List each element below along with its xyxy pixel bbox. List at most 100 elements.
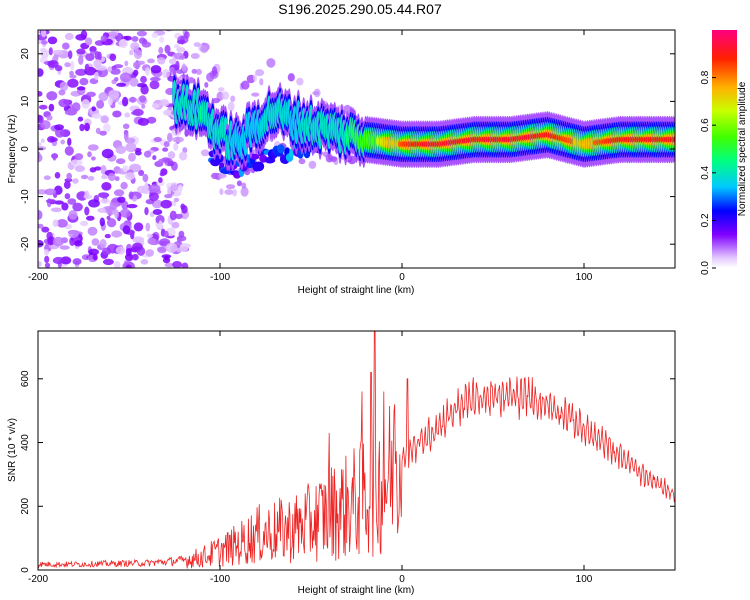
noise-blob [153, 137, 162, 142]
noise-blob [112, 199, 119, 204]
noise-blob [74, 240, 83, 247]
noise-blob [122, 123, 130, 130]
noise-blob [158, 46, 164, 55]
noise-blob [126, 204, 138, 209]
noise-blob [164, 262, 174, 268]
scatter-blob [236, 180, 242, 187]
noise-blob [95, 127, 101, 135]
noise-blob [99, 130, 107, 136]
scatter-blob [164, 158, 174, 167]
scatter-blob [241, 182, 247, 189]
noise-blob [133, 222, 144, 232]
noise-blob [71, 102, 81, 112]
spectrogram-heatmap [38, 30, 675, 268]
noise-blob [125, 142, 137, 153]
noise-blob [147, 58, 155, 64]
x-tick-label: -100 [210, 272, 230, 283]
noise-blob [170, 184, 179, 192]
noise-blob [181, 262, 189, 268]
scatter-blob [200, 149, 210, 157]
noise-blob [120, 181, 128, 190]
noise-blob [104, 233, 111, 239]
noise-blob [117, 196, 126, 203]
noise-blob [124, 112, 131, 118]
noise-blob [141, 104, 146, 109]
scatter-blob [227, 101, 235, 112]
noise-blob [144, 207, 149, 216]
noise-blob [175, 213, 183, 220]
noise-blob [162, 109, 173, 116]
y-tick-label: 400 [20, 434, 31, 451]
noise-blob [107, 172, 116, 182]
noise-blob [94, 71, 99, 81]
noise-blob [101, 148, 114, 159]
noise-blob [91, 238, 100, 246]
noise-blob [87, 176, 95, 181]
noise-blob [135, 150, 142, 156]
scatter-blob [226, 184, 236, 190]
noise-blob [179, 151, 188, 161]
noise-blob [41, 226, 50, 233]
noise-blob [151, 103, 160, 109]
noise-blob [177, 184, 183, 193]
noise-blob [76, 86, 86, 91]
noise-blob [156, 180, 165, 187]
noise-blob [172, 200, 177, 207]
noise-blob [89, 167, 97, 173]
scatter-blob [218, 87, 225, 92]
noise-blob [91, 156, 96, 161]
scatter-blob [211, 66, 218, 77]
noise-blob [76, 48, 86, 55]
scatter-blob [259, 78, 264, 86]
noise-blob [70, 159, 83, 167]
noise-blob [164, 194, 173, 199]
spectrogram-ylabel: Frequency (Hz) [7, 115, 18, 184]
snr-line [38, 331, 675, 569]
scatter-blob [162, 69, 170, 79]
noise-blob [167, 151, 176, 159]
noise-blob [46, 115, 53, 121]
noise-blob [64, 146, 74, 156]
noise-blob [74, 153, 84, 161]
noise-blob [81, 99, 90, 109]
colorbar-label: Normalized spectral amplitude [737, 81, 748, 216]
noise-blob [67, 78, 79, 88]
noise-blob [111, 230, 123, 238]
noise-blob [155, 214, 165, 225]
noise-blob [47, 236, 55, 246]
y-tick-label: -20 [20, 237, 31, 252]
noise-blob [158, 177, 163, 184]
noise-blob [142, 173, 149, 183]
noise-blob [52, 153, 57, 161]
noise-blob [150, 76, 161, 82]
noise-blob [67, 137, 72, 146]
noise-blob [113, 189, 125, 197]
noise-blob [133, 49, 143, 60]
scatter-blob [184, 31, 190, 39]
scatter-blob [251, 92, 260, 97]
x-tick-label: 0 [399, 272, 405, 283]
noise-blob [69, 70, 74, 76]
noise-blob [40, 120, 51, 130]
noise-blob [157, 246, 167, 254]
noise-blob [99, 217, 106, 227]
noise-blob [70, 60, 75, 71]
scatter-blob [224, 189, 234, 196]
noise-blob [169, 210, 177, 221]
noise-blob [87, 151, 92, 158]
noise-blob [119, 208, 131, 218]
noise-blob [94, 50, 100, 60]
noise-blob [146, 116, 157, 124]
colorbar-tick-label: 0.4 [700, 165, 711, 179]
noise-blob [131, 253, 139, 261]
noise-blob [38, 153, 43, 163]
noise-blob [176, 47, 186, 53]
noise-blob [124, 60, 129, 67]
noise-blob [50, 207, 62, 213]
noise-blob [152, 209, 163, 215]
noise-blob [141, 41, 152, 48]
noise-blob [122, 96, 129, 107]
noise-blob [64, 62, 71, 68]
